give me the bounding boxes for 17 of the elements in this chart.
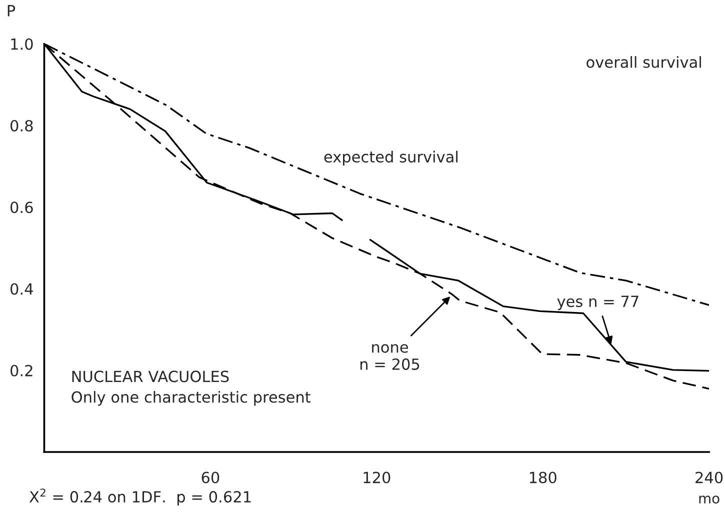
x-tick-label: 60 [202,472,220,484]
text: X$^{2}$ = 0.24 on 1DF. p = 0.621 [29,488,251,506]
x-tick-label: 180 [530,472,556,484]
y-axis-title: P [8,5,16,16]
annotation: expected survival [324,150,458,166]
y-tick-label: 0.6 [10,202,33,214]
y-tick-label: 0.2 [10,364,32,376]
y-tick-label: 1.0 [11,38,33,50]
y-tick-label: 0.8 [10,120,33,132]
y-tick-label: 0.4 [10,283,33,295]
x-tick-label: 240 [696,472,723,484]
annotation: none n = 205 [360,344,420,370]
x-tick-label: 120 [364,472,390,484]
x-axis-title: mo [699,496,720,504]
annotation: NUCLEAR VACUOLES Only one characteristic present [72,370,311,406]
annotation: overall survival [586,56,701,68]
annotation: yes n = 77 [557,296,638,310]
